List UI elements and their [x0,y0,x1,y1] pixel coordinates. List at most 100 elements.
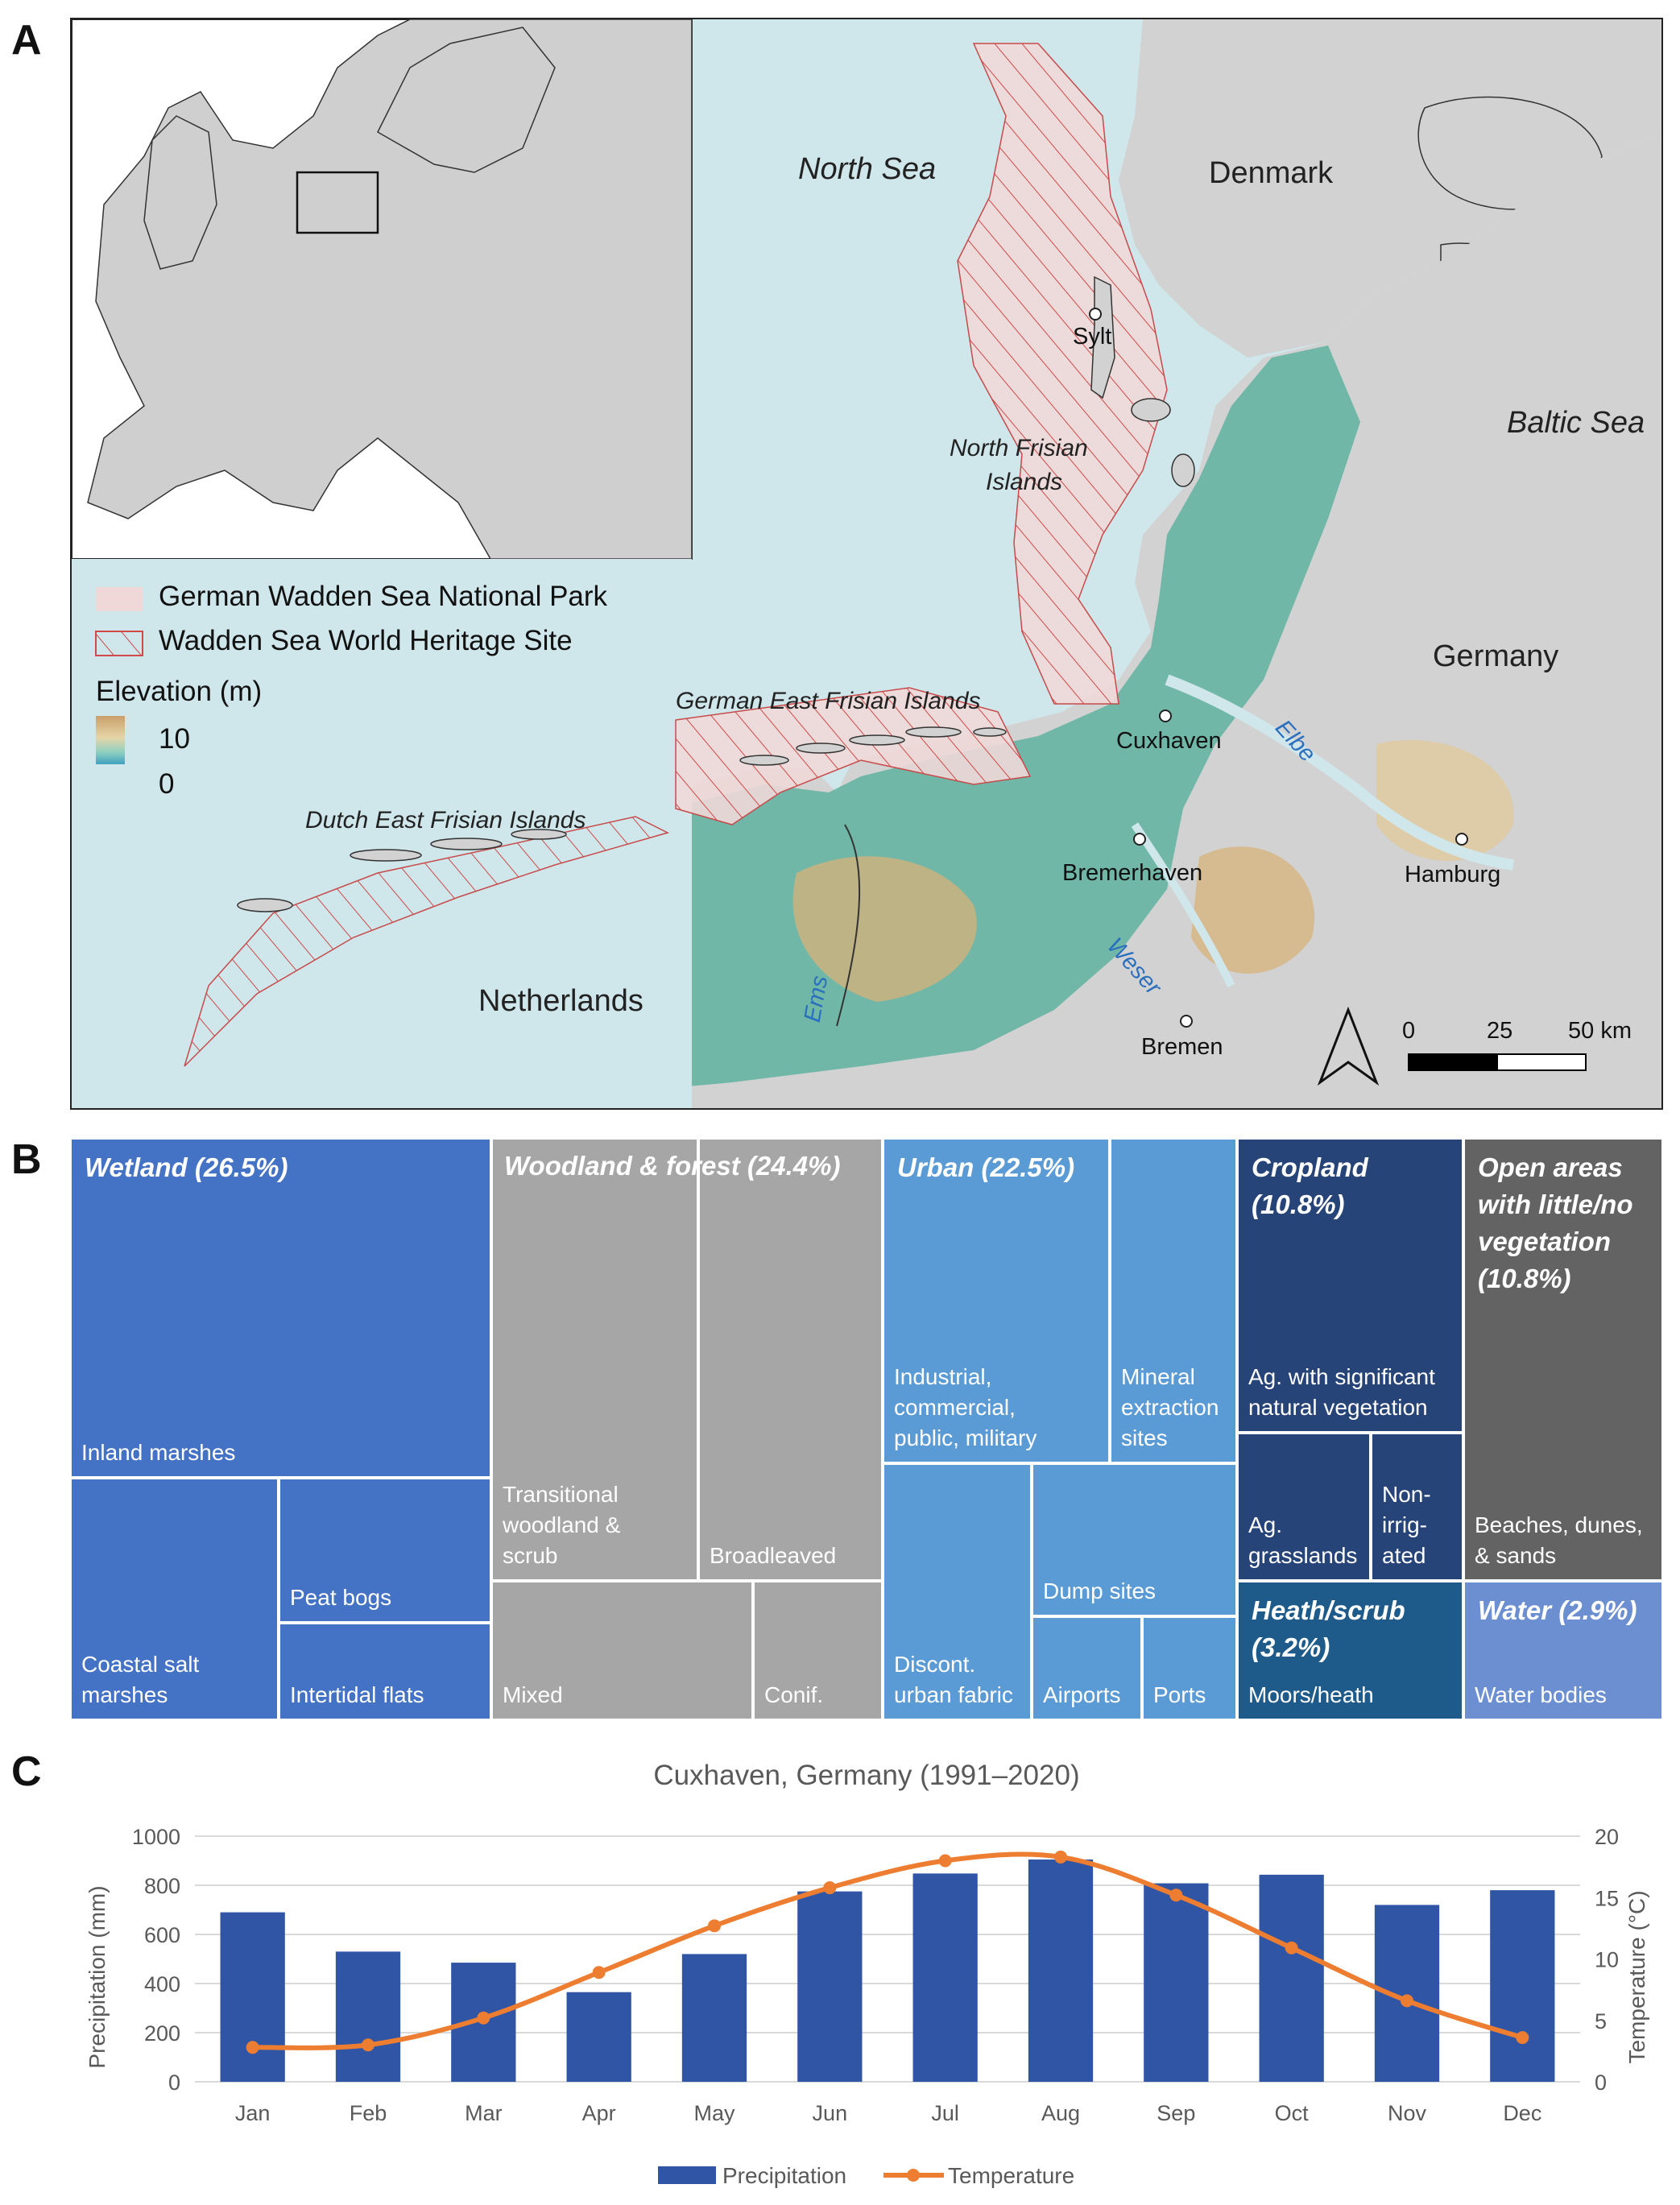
x-tick-label: Feb [350,2101,387,2125]
treemap-urban-title: Urban (22.5%) [897,1152,1075,1182]
y-tick-right: 5 [1595,2009,1607,2033]
temperature-point [1401,1994,1413,2008]
treemap-open-title: Open areas with little/no vegetation (10.8%… [1478,1152,1633,1293]
label-denmark: Denmark [1209,156,1334,190]
treemap-intertidal-flats: Intertidal flats [279,1623,491,1720]
x-tick-label: Mar [465,2101,503,2125]
map-canvas [72,19,1661,1108]
treemap-mixed-label: Mixed [503,1682,563,1707]
legend-label-temperature: Temperature [948,2163,1074,2188]
world-heritage-hatch-east [675,687,1032,825]
treemap-woodland-title-box: Woodland & forest (24.4%) [491,1138,894,1194]
treemap-ag-natural-vegetation: Cropland (10.8%) Ag. with significant natu… [1237,1138,1463,1433]
bar-precipitation [912,1873,978,2082]
bar-precipitation [1259,1874,1324,2082]
treemap-moors-heath: Heath/scrub (3.2%) Moors/heath [1237,1581,1463,1720]
bar-precipitation [1028,1859,1094,2082]
treemap-water-bodies: Water (2.9%) Water bodies [1463,1581,1663,1720]
treemap-ag-natural-label: Ag. with significant natural vegetation [1248,1364,1435,1420]
treemap-coastal-salt-marshes: Coastal salt marshes [70,1478,279,1720]
treemap-heath-title: Heath/scrub (3.2%) [1252,1595,1405,1662]
temperature-point [938,1854,952,1868]
inset-scandinavia [377,27,556,173]
y-tick-left: 200 [144,2021,180,2046]
treemap-peat-label: Peat bogs [290,1585,392,1610]
y-axis-label-right: Temperature (°C) [1624,1890,1649,2063]
temperature-point [823,1881,837,1895]
treemap-moors-label: Moors/heath [1248,1682,1374,1707]
y-axis-label-left: Precipitation (mm) [85,1885,110,2068]
treemap-transitional-woodland: Transitional woodland & scrub [491,1138,698,1581]
treemap-broadleaved: Broadleaved [698,1138,883,1581]
temperature-point [362,2038,374,2052]
treemap-water-title: Water (2.9%) [1478,1595,1637,1625]
x-tick-label: May [693,2101,735,2125]
y-tick-left: 0 [168,2071,180,2095]
label-bremen: Bremen [1141,1034,1223,1060]
chart-title: Cuxhaven, Germany (1991–2020) [653,1760,1079,1791]
x-tick-label: Apr [582,2101,616,2125]
treemap-water-label: Water bodies [1475,1682,1607,1707]
label-cuxhaven: Cuxhaven [1116,728,1222,754]
river-ems [836,824,861,1027]
city-dot-bremen [1180,1015,1193,1028]
treemap-mineral-label: Mineral extraction sites [1121,1364,1219,1450]
panel-label-c: C [11,1748,42,1795]
city-dot-sylt [1089,308,1102,321]
treemap-beaches-dunes: Open areas with little/no vegetation (10.8%… [1463,1138,1663,1581]
treemap-inland-marshes: Inland marshes [81,1440,236,1465]
x-tick-label: Jan [235,2101,271,2125]
treemap-cropland-title: Cropland (10.8%) [1252,1152,1368,1219]
treemap-ag-grasslands: Ag. grasslands [1237,1433,1371,1581]
island-foehr [1131,398,1171,422]
legend-label-precipitation: Precipitation [722,2163,846,2188]
bar-precipitation [681,1954,747,2082]
city-dot-hamburg [1455,833,1468,846]
treemap-coastal-label: Coastal salt marshes [81,1652,200,1707]
temperature-point [592,1966,606,1980]
climate-chart-svg: Cuxhaven, Germany (1991–2020) 0200400600… [85,1760,1649,2188]
x-tick-label: Oct [1275,2101,1310,2125]
temperature-point [1285,1941,1298,1955]
treemap-grasslands-label: Ag. grasslands [1248,1512,1358,1568]
chart-legend: Precipitation Temperature [658,2163,1074,2188]
treemap-non-irrigated: Non-irrig-ated [1371,1433,1463,1581]
treemap-industrial: Urban (22.5%) Industrial, commercial, publ… [883,1138,1110,1463]
island-sylt [1090,275,1115,399]
label-baltic-sea: Baltic Sea [1507,406,1645,440]
y-tick-left: 1000 [132,1825,180,1849]
treemap-ports-label: Ports [1153,1682,1206,1707]
label-north-frisian-2: Islands [986,469,1063,495]
legend-swatch-national-park [96,587,143,611]
treemap-discont-label: Discont. urban fabric [894,1652,1013,1707]
scale-bar-black [1408,1053,1498,1071]
temperature-point [477,2011,490,2025]
scale-bar-white [1496,1053,1587,1071]
bar-precipitation [220,1912,285,2082]
legend-marker-temperature [907,2169,920,2182]
label-german-east-frisian: German East Frisian Islands [676,688,981,714]
panel-label-a: A [11,17,42,64]
x-tick-label: Jul [931,2101,959,2125]
north-arrow-icon [1317,1006,1380,1086]
map-panel: German Wadden Sea National Park Wadden S… [70,18,1663,1110]
land-cover-treemap: Wetland (26.5%) Inland marshes Coastal s… [70,1138,1663,1720]
inset-britain [143,115,217,270]
panel-label-b: B [11,1136,42,1183]
bar-precipitation [797,1891,863,2082]
treemap-airports-label: Airports [1043,1682,1121,1707]
y-tick-left: 800 [144,1874,180,1898]
y-tick-left: 400 [144,1972,180,1996]
climate-chart: Cuxhaven, Germany (1991–2020) 0 200 400 600… [70,1748,1663,2201]
x-tick-label: Nov [1388,2101,1427,2125]
treemap-coniferous: Conif. [753,1581,883,1720]
dutch-islands [237,829,567,912]
inset-extent-box [296,171,379,234]
label-hamburg: Hamburg [1405,862,1501,887]
label-germany: Germany [1433,639,1559,673]
legend-elevation-low: 0 [159,768,175,800]
world-heritage-hatch-north [957,43,1168,705]
temperature-point [1169,1889,1183,1902]
river-weser [1131,822,1235,988]
treemap-intertidal-label: Intertidal flats [290,1682,424,1707]
